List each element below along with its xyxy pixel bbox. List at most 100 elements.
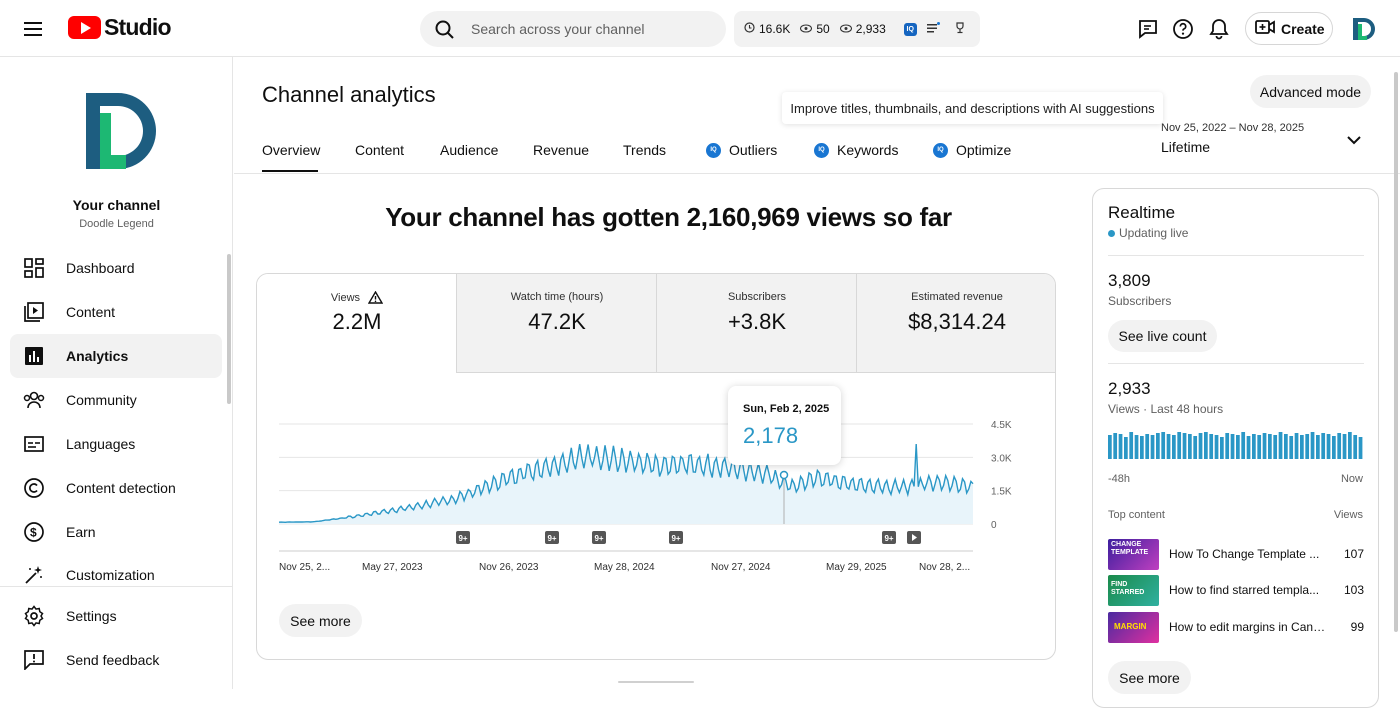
sidebar-item-customization[interactable]: Customization — [10, 553, 222, 597]
sidebar-item-content-detection[interactable]: Content detection — [10, 466, 222, 510]
x-tick-label: May 28, 2024 — [594, 562, 655, 573]
channel-avatar-icon[interactable] — [82, 91, 162, 171]
realtime-see-more-button[interactable]: See more — [1108, 661, 1191, 694]
search-input[interactable]: Search across your channel — [471, 21, 645, 37]
scroll-indicator — [618, 681, 694, 683]
notifications-icon[interactable] — [1207, 17, 1231, 41]
event-marker — [545, 531, 559, 544]
video-add-icon — [1255, 19, 1275, 38]
page-scrollbar[interactable] — [1394, 72, 1398, 632]
ai-suggestion-tooltip: Improve titles, thumbnails, and descript… — [782, 92, 1163, 124]
extension-badge-icon: IQ — [933, 142, 948, 158]
tab-label: Revenue — [533, 142, 590, 158]
chart-tooltip: Sun, Feb 2, 2025 2,178 — [728, 386, 841, 465]
metric-views[interactable]: Views 2.2M — [257, 274, 457, 373]
trophy-icon[interactable] — [954, 21, 966, 37]
realtime-bar — [1316, 435, 1320, 459]
menu-icon[interactable] — [22, 17, 46, 41]
dollar-icon: $ — [22, 520, 46, 544]
advanced-mode-button[interactable]: Advanced mode — [1250, 75, 1371, 108]
sidebar-item-languages[interactable]: Languages — [10, 422, 222, 466]
metric-label: Subscribers — [727, 291, 787, 303]
metric-watch-time[interactable]: Watch time (hours) 47.2K — [457, 274, 657, 373]
sidebar-item-label: Earn — [66, 524, 96, 540]
tab-revenue[interactable]: Revenue — [533, 142, 589, 158]
live-dot-icon — [1108, 229, 1115, 237]
content-icon — [22, 300, 46, 324]
realtime-bar-chart[interactable] — [1108, 429, 1364, 459]
event-marker — [882, 531, 896, 544]
tab-trends[interactable]: Trends — [623, 142, 666, 158]
metric-revenue[interactable]: Estimated revenue $8,314.24 — [857, 274, 1055, 373]
account-avatar-icon[interactable] — [1350, 15, 1378, 43]
metric-subscribers[interactable]: Subscribers +3.8K — [657, 274, 857, 373]
extension-icon[interactable]: IQ — [903, 22, 917, 36]
tab-label: Outliers — [729, 142, 778, 158]
sidebar-scrollbar[interactable] — [227, 254, 231, 404]
tab-overview[interactable]: Overview — [262, 142, 320, 158]
realtime-bar — [1337, 433, 1342, 459]
realtime-bar — [1214, 435, 1219, 459]
realtime-bar — [1220, 437, 1224, 459]
realtime-bar — [1134, 435, 1139, 459]
realtime-bar — [1289, 436, 1294, 459]
top-content-row[interactable]: MARGIN How to edit margins in Canv... 99 — [1108, 612, 1364, 643]
sidebar-item-label: Content detection — [66, 480, 176, 496]
realtime-bar — [1241, 432, 1246, 459]
sidebar-item-settings[interactable]: Settings — [10, 594, 222, 638]
realtime-bar — [1177, 432, 1182, 459]
realtime-bar — [1326, 434, 1331, 459]
thumbnail-text: FIND STARRED — [1111, 581, 1145, 596]
sidebar-item-label: Dashboard — [66, 260, 135, 276]
chevron-down-icon[interactable] — [1346, 133, 1366, 147]
tab-audience[interactable]: Audience — [440, 142, 498, 158]
sidebar: Your channel Doodle Legend Dashboard Con… — [0, 57, 233, 689]
tab-optimize[interactable]: IQ Optimize — [933, 142, 1011, 158]
realtime-status-text: Updating live — [1119, 226, 1189, 240]
realtime-bar — [1246, 436, 1251, 459]
views-chart[interactable]: 4.5K 3.0K 1.5K 0 9+ 9+ 9+ 9+ 9+ Nov 25, 2... May 2… — [257, 374, 1056, 584]
divider — [1108, 255, 1364, 256]
see-live-count-button[interactable]: See live count — [1108, 320, 1217, 352]
sidebar-item-community[interactable]: Community — [10, 378, 222, 422]
tab-outliers[interactable]: IQ Outliers — [706, 142, 777, 158]
views-line — [278, 443, 974, 524]
realtime-bar — [1113, 433, 1118, 459]
sidebar-divider — [0, 586, 233, 587]
top-content-row[interactable]: CHANGE TEMPLATE How To Change Template .… — [1108, 539, 1364, 570]
thumbnail-text: CHANGE TEMPLATE — [1111, 541, 1149, 556]
views-column-label: Views — [1333, 509, 1363, 521]
event-marker-label: 9+ — [594, 534, 603, 543]
realtime-bar — [1198, 433, 1203, 459]
search-bar[interactable]: Search across your channel — [420, 11, 726, 47]
views-48h-label: Views · Last 48 hours — [1108, 402, 1224, 416]
views-48h-value: 2,933 — [1108, 379, 1151, 398]
sidebar-item-send-feedback[interactable]: Send feedback — [10, 638, 222, 682]
metric-label: Estimated revenue — [911, 291, 1003, 303]
main-content: Channel analytics Advanced mode Overview… — [234, 57, 1400, 708]
realtime-bar — [1118, 434, 1123, 459]
sidebar-item-content[interactable]: Content — [10, 290, 222, 334]
realtime-bar — [1129, 432, 1134, 459]
x-tick-label: Nov 28, 2... — [919, 562, 970, 573]
realtime-bar — [1300, 435, 1304, 459]
date-range-label[interactable]: Lifetime — [1161, 139, 1211, 155]
tab-keywords[interactable]: IQ Keywords — [814, 142, 898, 158]
extension-stats: 16.6K 50 2,933 IQ — [734, 11, 980, 47]
realtime-status: Updating live — [1108, 226, 1188, 240]
realtime-bar — [1193, 436, 1198, 459]
date-range-text[interactable]: Nov 25, 2022 – Nov 28, 2025 — [1161, 122, 1305, 134]
tab-content[interactable]: Content — [355, 142, 404, 158]
tab-label: Audience — [440, 142, 499, 158]
sidebar-item-dashboard[interactable]: Dashboard — [10, 246, 222, 290]
list-icon[interactable] — [926, 21, 940, 37]
top-content-row[interactable]: FIND STARRED How to find starred templa.… — [1108, 575, 1364, 606]
add-comment-icon[interactable] — [1136, 17, 1160, 41]
see-more-button[interactable]: See more — [279, 604, 362, 637]
sidebar-item-analytics[interactable]: Analytics — [10, 334, 222, 378]
youtube-logo-icon[interactable] — [68, 16, 101, 39]
page-title: Channel analytics — [262, 82, 436, 107]
sidebar-item-earn[interactable]: $ Earn — [10, 510, 222, 554]
create-button[interactable]: Create — [1245, 12, 1333, 45]
help-icon[interactable] — [1171, 17, 1195, 41]
